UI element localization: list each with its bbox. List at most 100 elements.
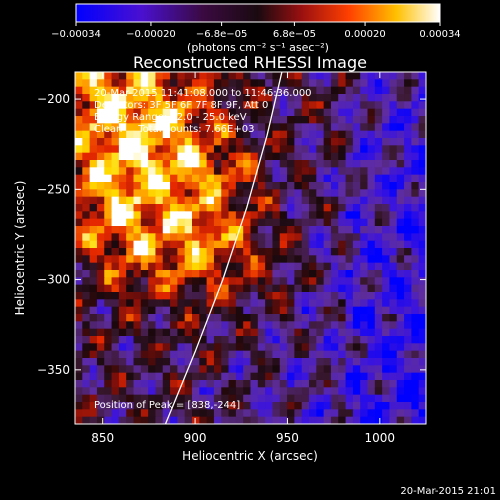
heatmap-cell	[279, 343, 288, 352]
heatmap-cell	[199, 145, 208, 154]
heatmap-cell	[396, 394, 405, 403]
heatmap-cell	[75, 138, 83, 146]
heatmap-cell	[184, 365, 193, 374]
heatmap-cell	[345, 182, 354, 190]
heatmap-cell	[374, 233, 383, 242]
heatmap-cell	[177, 123, 186, 132]
heatmap-cell	[111, 328, 120, 337]
heatmap-cell	[418, 108, 426, 117]
heatmap-cell	[352, 365, 361, 374]
heatmap-cell	[184, 240, 193, 249]
heatmap-cell	[82, 336, 91, 344]
heatmap-cell	[221, 292, 230, 300]
heatmap-cell	[206, 402, 215, 410]
heatmap-cell	[96, 116, 105, 124]
heatmap-cell	[235, 409, 244, 418]
heatmap-cell	[338, 182, 347, 190]
heatmap-cell	[155, 130, 164, 139]
heatmap-cell	[367, 101, 376, 110]
heatmap-cell	[404, 255, 412, 264]
heatmap-cell	[411, 365, 420, 374]
heatmap-cell	[323, 86, 332, 95]
heatmap-cell	[309, 189, 317, 198]
heatmap-cell	[228, 240, 237, 249]
heatmap-cell	[96, 138, 105, 146]
heatmap-cell	[148, 270, 157, 278]
heatmap-cell	[118, 145, 127, 154]
heatmap-cell	[133, 145, 142, 154]
heatmap-cell	[360, 218, 369, 227]
heatmap-cell	[257, 350, 266, 359]
heatmap-cell	[228, 138, 237, 146]
heatmap-cell	[75, 350, 83, 359]
heatmap-cell	[374, 306, 383, 315]
heatmap-cell	[250, 233, 259, 242]
heatmap-cell	[235, 358, 244, 366]
heatmap-cell	[177, 116, 186, 124]
heatmap-cell	[418, 130, 426, 139]
heatmap-cell	[206, 365, 215, 374]
heatmap-cell	[323, 365, 332, 374]
heatmap-cell	[170, 387, 178, 396]
heatmap-cell	[206, 284, 215, 293]
x-axis-label: Heliocentric X (arcsec)	[182, 449, 318, 463]
heatmap-cell	[192, 299, 200, 308]
heatmap-cell	[148, 204, 157, 212]
heatmap-cell	[367, 402, 376, 410]
heatmap-cell	[199, 284, 208, 293]
heatmap-cell	[184, 358, 193, 366]
heatmap-cell	[228, 196, 237, 205]
heatmap-cell	[111, 108, 120, 117]
heatmap-cell	[133, 72, 142, 80]
heatmap-cell	[367, 306, 376, 315]
heatmap-cell	[382, 211, 391, 220]
heatmap-cell	[221, 196, 230, 205]
heatmap-cell	[382, 86, 391, 95]
heatmap-cell	[257, 123, 266, 132]
heatmap-cell	[96, 86, 105, 95]
heatmap-cell	[199, 255, 208, 264]
heatmap-cell	[367, 380, 376, 388]
heatmap-cell	[104, 226, 113, 234]
heatmap-cell	[396, 306, 405, 315]
heatmap-cell	[133, 277, 142, 286]
heatmap-cell	[309, 233, 317, 242]
heatmap-cell	[206, 204, 215, 212]
heatmap-cell	[228, 328, 237, 337]
heatmap-cell	[316, 416, 325, 424]
heatmap-cell	[352, 321, 361, 330]
heatmap-cell	[140, 101, 149, 110]
heatmap-cell	[199, 211, 208, 220]
heatmap-cell	[199, 108, 208, 117]
heatmap-cell	[338, 145, 347, 154]
heatmap-cell	[192, 262, 200, 271]
heatmap-cell	[75, 101, 83, 110]
heatmap-cell	[316, 160, 325, 168]
heatmap-cell	[228, 123, 237, 132]
heatmap-cell	[206, 343, 215, 352]
heatmap-cell	[323, 130, 332, 139]
heatmap-cell	[272, 218, 281, 227]
heatmap-cell	[192, 233, 200, 242]
heatmap-cell	[411, 248, 420, 256]
heatmap-cell	[221, 86, 230, 95]
heatmap-cell	[352, 189, 361, 198]
heatmap-cell	[330, 108, 339, 117]
heatmap-cell	[199, 138, 208, 146]
heatmap-cell	[265, 189, 274, 198]
heatmap-cell	[206, 123, 215, 132]
heatmap-cell	[89, 189, 98, 198]
heatmap-cell	[118, 174, 127, 183]
heatmap-cell	[199, 292, 208, 300]
heatmap-cell	[404, 130, 412, 139]
heatmap-cell	[118, 211, 127, 220]
heatmap-cell	[118, 233, 127, 242]
heatmap-cell	[140, 182, 149, 190]
heatmap-cell	[338, 189, 347, 198]
heatmap-cell	[243, 174, 252, 183]
heatmap-cell	[396, 262, 405, 271]
heatmap-cell	[367, 86, 376, 95]
heatmap-cell	[213, 218, 222, 227]
heatmap-cell	[235, 182, 244, 190]
heatmap-cell	[82, 306, 91, 315]
